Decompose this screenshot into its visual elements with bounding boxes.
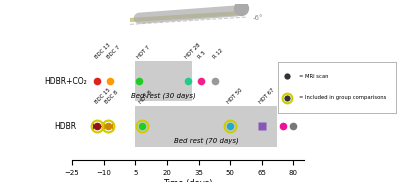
Text: BDC 8: BDC 8 (104, 90, 119, 105)
Text: HDT 7: HDT 7 (136, 45, 151, 60)
Text: BDC 13: BDC 13 (94, 42, 111, 60)
Text: R 7: R 7 (279, 95, 289, 105)
Text: HDT 8: HDT 8 (138, 90, 153, 105)
Text: Bed rest (30 days): Bed rest (30 days) (131, 93, 196, 99)
Text: HDBR+CO₂: HDBR+CO₂ (44, 77, 87, 86)
Text: R 5: R 5 (197, 50, 207, 60)
Text: = MRI scan: = MRI scan (299, 74, 329, 79)
Text: HDT 67: HDT 67 (258, 88, 276, 105)
Text: HDBR: HDBR (55, 122, 77, 131)
X-axis label: Time (days): Time (days) (163, 179, 213, 182)
Text: = Included in group comparisons: = Included in group comparisons (299, 95, 387, 100)
Text: R 11: R 11 (290, 93, 302, 105)
Text: -6°: -6° (253, 15, 264, 21)
Text: R 12: R 12 (212, 48, 224, 60)
Text: Bed rest (70 days): Bed rest (70 days) (174, 138, 238, 144)
Text: HDT 28: HDT 28 (184, 42, 202, 60)
Bar (135, 106, 276, 147)
Bar (135, 61, 192, 102)
Text: BDC 15: BDC 15 (94, 88, 111, 105)
Text: HDT 50: HDT 50 (227, 88, 244, 105)
Text: BDC 7: BDC 7 (106, 45, 122, 60)
